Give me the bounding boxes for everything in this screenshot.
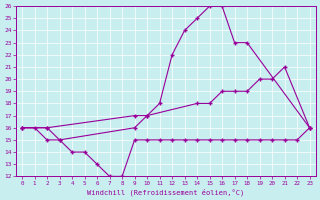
X-axis label: Windchill (Refroidissement éolien,°C): Windchill (Refroidissement éolien,°C)	[87, 188, 244, 196]
